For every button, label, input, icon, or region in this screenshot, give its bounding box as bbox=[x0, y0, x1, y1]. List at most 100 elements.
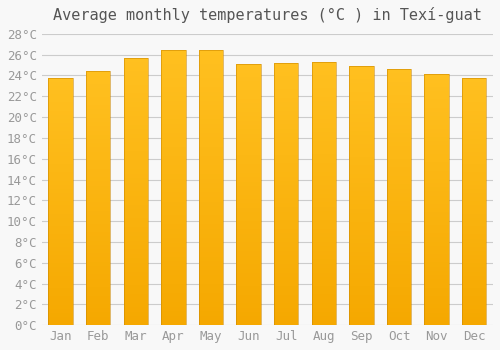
Bar bbox=[349, 204, 374, 209]
Bar bbox=[236, 155, 261, 160]
Bar bbox=[48, 106, 73, 111]
Bar bbox=[124, 236, 148, 240]
Bar bbox=[48, 238, 73, 243]
Bar bbox=[48, 135, 73, 139]
Bar bbox=[124, 218, 148, 223]
Bar bbox=[124, 62, 148, 67]
Bar bbox=[274, 281, 298, 286]
Bar bbox=[349, 157, 374, 161]
Bar bbox=[86, 279, 110, 283]
Bar bbox=[274, 316, 298, 321]
Bar bbox=[161, 293, 186, 298]
Bar bbox=[274, 146, 298, 150]
Bar bbox=[161, 257, 186, 261]
Bar bbox=[48, 296, 73, 300]
Bar bbox=[236, 168, 261, 173]
Bar bbox=[387, 197, 411, 202]
Bar bbox=[86, 287, 110, 291]
Bar bbox=[312, 66, 336, 71]
Bar bbox=[48, 205, 73, 210]
Bar bbox=[424, 208, 449, 212]
Bar bbox=[274, 120, 298, 124]
Bar bbox=[199, 183, 223, 188]
Bar bbox=[236, 203, 261, 208]
Bar bbox=[312, 264, 336, 268]
Bar bbox=[387, 291, 411, 295]
Bar bbox=[236, 303, 261, 308]
Bar bbox=[274, 233, 298, 238]
Bar bbox=[236, 216, 261, 221]
Bar bbox=[124, 67, 148, 71]
Bar bbox=[349, 312, 374, 316]
Bar bbox=[387, 142, 411, 146]
Bar bbox=[236, 290, 261, 295]
Bar bbox=[349, 118, 374, 122]
Bar bbox=[424, 166, 449, 170]
Bar bbox=[462, 214, 486, 218]
Bar bbox=[312, 290, 336, 294]
Bar bbox=[124, 281, 148, 285]
Bar bbox=[312, 303, 336, 308]
Bar bbox=[462, 123, 486, 127]
Bar bbox=[48, 230, 73, 235]
Bar bbox=[312, 321, 336, 325]
Bar bbox=[199, 188, 223, 193]
Bar bbox=[48, 160, 73, 164]
Bar bbox=[199, 128, 223, 133]
Bar bbox=[236, 256, 261, 260]
Bar bbox=[462, 205, 486, 210]
Bar bbox=[48, 139, 73, 144]
Bar bbox=[124, 250, 148, 254]
Bar bbox=[86, 313, 110, 317]
Bar bbox=[424, 258, 449, 262]
Bar bbox=[48, 131, 73, 135]
Bar bbox=[462, 300, 486, 304]
Bar bbox=[462, 197, 486, 201]
Bar bbox=[199, 78, 223, 83]
Bar bbox=[312, 119, 336, 123]
Bar bbox=[236, 260, 261, 264]
Bar bbox=[312, 198, 336, 202]
Bar bbox=[349, 66, 374, 325]
Bar bbox=[312, 259, 336, 264]
Bar bbox=[424, 304, 449, 308]
Bar bbox=[124, 205, 148, 209]
Bar bbox=[48, 304, 73, 309]
Bar bbox=[124, 129, 148, 134]
Bar bbox=[199, 174, 223, 179]
Bar bbox=[424, 91, 449, 95]
Bar bbox=[236, 116, 261, 121]
Bar bbox=[124, 299, 148, 303]
Bar bbox=[199, 202, 223, 206]
Bar bbox=[199, 50, 223, 55]
Bar bbox=[236, 138, 261, 142]
Bar bbox=[161, 92, 186, 96]
Bar bbox=[349, 286, 374, 290]
Bar bbox=[124, 125, 148, 129]
Bar bbox=[124, 276, 148, 281]
Bar bbox=[274, 177, 298, 181]
Bar bbox=[349, 239, 374, 243]
Bar bbox=[86, 207, 110, 211]
Bar bbox=[387, 69, 411, 325]
Bar bbox=[274, 67, 298, 72]
Bar bbox=[387, 82, 411, 86]
Bar bbox=[124, 71, 148, 76]
Bar bbox=[424, 212, 449, 217]
Bar bbox=[124, 191, 148, 196]
Bar bbox=[312, 294, 336, 299]
Bar bbox=[236, 199, 261, 203]
Bar bbox=[48, 234, 73, 238]
Bar bbox=[424, 246, 449, 250]
Bar bbox=[199, 124, 223, 128]
Bar bbox=[274, 63, 298, 67]
Bar bbox=[349, 170, 374, 174]
Bar bbox=[462, 131, 486, 135]
Bar bbox=[48, 115, 73, 119]
Bar bbox=[48, 82, 73, 86]
Bar bbox=[161, 266, 186, 270]
Bar bbox=[312, 71, 336, 75]
Bar bbox=[424, 154, 449, 158]
Bar bbox=[349, 174, 374, 178]
Bar bbox=[124, 138, 148, 142]
